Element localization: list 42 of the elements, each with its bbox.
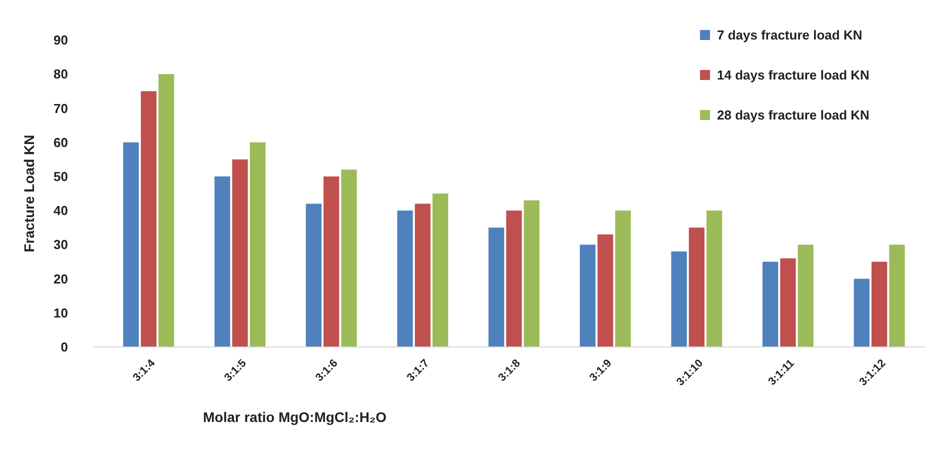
bar	[232, 159, 248, 347]
y-tick-label: 60	[54, 134, 68, 150]
y-tick-label: 10	[54, 305, 68, 320]
bar	[488, 228, 504, 347]
bar	[306, 204, 322, 347]
bar	[524, 200, 540, 347]
bar	[341, 170, 357, 347]
bar	[414, 204, 430, 347]
y-tick-label: 40	[54, 203, 68, 218]
y-tick-label: 20	[54, 271, 68, 286]
y-tick-label: 0	[60, 340, 68, 355]
y-tick-label: 70	[54, 100, 68, 116]
bar	[123, 142, 139, 347]
y-tick-label: 80	[54, 66, 68, 82]
bar	[706, 210, 722, 347]
bar	[762, 262, 778, 347]
bar	[432, 194, 448, 347]
y-tick-label: 50	[54, 168, 68, 184]
bar	[397, 210, 413, 347]
bar	[889, 244, 905, 347]
legend-label: 7 days fracture load KN	[717, 28, 862, 43]
bar	[598, 234, 614, 347]
bar	[688, 228, 704, 347]
bar	[250, 142, 266, 347]
y-axis-title: Fracture Load KN	[21, 134, 37, 252]
bar	[214, 176, 230, 347]
legend-label: 28 days fracture load KN	[717, 108, 870, 123]
y-tick-label: 90	[54, 32, 68, 48]
bar	[780, 258, 796, 347]
bar	[671, 251, 687, 347]
legend-label: 14 days fracture load KN	[717, 68, 870, 83]
bar	[140, 91, 156, 347]
bar	[615, 210, 631, 347]
bar	[798, 244, 814, 347]
bar	[854, 278, 870, 347]
bar	[324, 176, 340, 347]
x-axis-title: Molar ratio MgO:MgCl₂:H₂O	[203, 409, 387, 425]
bar	[506, 210, 522, 347]
bar	[872, 262, 888, 347]
y-tick-label: 30	[54, 237, 68, 252]
bar	[580, 244, 596, 347]
bar	[158, 74, 174, 347]
